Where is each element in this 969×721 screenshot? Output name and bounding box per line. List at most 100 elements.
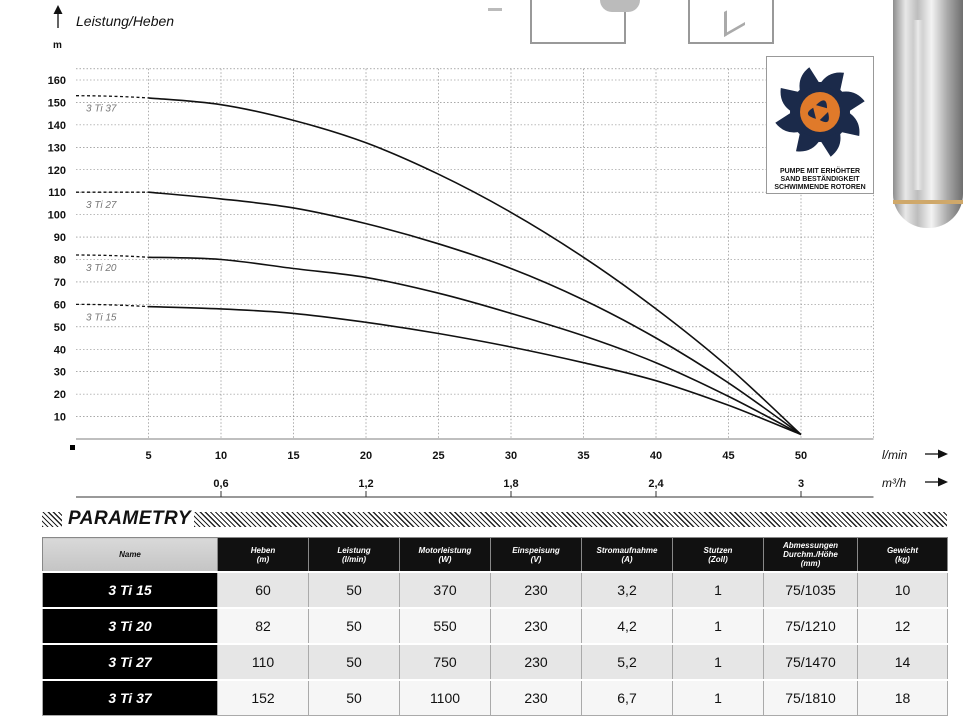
table-cell: 60 xyxy=(217,571,309,609)
x-tick-label: 30 xyxy=(505,450,517,462)
x-tick-label: 10 xyxy=(215,450,227,462)
accessory-drawing xyxy=(688,0,774,44)
y-tick-label: 10 xyxy=(54,412,66,424)
hatch-decoration xyxy=(194,512,947,527)
y-tick-label: 140 xyxy=(48,120,66,132)
y-tick-label: 110 xyxy=(48,187,66,199)
table-cell: 230 xyxy=(490,607,582,645)
origin-marker xyxy=(70,445,75,450)
table-cell: 230 xyxy=(490,571,582,609)
y-axis-unit: m xyxy=(53,40,62,51)
x-tick-label: 5 xyxy=(145,450,151,462)
x-tick-label: 20 xyxy=(360,450,372,462)
table-cell: 110 xyxy=(217,643,309,681)
table-cell: 12 xyxy=(857,607,948,645)
table-header-cell: Heben (m) xyxy=(217,537,309,573)
table-cell: 152 xyxy=(217,679,309,716)
table-header-cell: Name xyxy=(42,537,218,573)
table-header-text: Leistung xyxy=(337,545,371,555)
chart-labels: Leistung/Heben m 10 20 30 40 50 60 70 80 90 100 110 1… xyxy=(48,13,908,490)
table-cell: 75/1810 xyxy=(763,679,858,716)
table-header-text: Heben xyxy=(250,545,276,555)
table-cell: 5,2 xyxy=(581,643,673,681)
y-tick-label: 120 xyxy=(48,165,66,177)
accessory-drawing xyxy=(530,0,626,44)
fitting-image xyxy=(488,0,502,11)
table-cell: 75/1210 xyxy=(763,607,858,645)
table-header-cell: Abmessungen Durchm./Höhe (mm) xyxy=(763,537,858,573)
series-curve xyxy=(148,97,802,436)
y-tick-label: 50 xyxy=(54,322,66,334)
x-tick-label: 35 xyxy=(577,450,589,462)
chart-grid xyxy=(76,68,874,439)
table-header-text: Name xyxy=(119,550,141,559)
table-cell: 750 xyxy=(399,643,491,681)
table-header-row: Name Heben (m) Leistung (l/min) Motorleistung… xyxy=(42,537,948,573)
x-tick-label: 40 xyxy=(650,450,662,462)
table-cell: 50 xyxy=(308,643,400,681)
table-row: 3 Ti 27 110 50 750 230 5,2 1 75/1470 14 xyxy=(42,643,948,681)
table-header-text: Gewicht xyxy=(886,545,919,555)
fitting-image xyxy=(600,0,640,12)
x-tick-label: 25 xyxy=(432,450,444,462)
table-cell: 1 xyxy=(672,643,764,681)
table-header-text: (A) xyxy=(621,554,633,564)
x-axis-arrowhead xyxy=(938,449,948,459)
x-tick-label: 15 xyxy=(287,450,299,462)
table-cell: 75/1470 xyxy=(763,643,858,681)
y-tick-label: 40 xyxy=(54,344,66,356)
table-cell: 3,2 xyxy=(581,571,673,609)
logo-caption-line: SCHWIMMENDE ROTOREN xyxy=(774,184,866,191)
table-header-text: (l/min) xyxy=(342,554,366,564)
y-tick-label: 150 xyxy=(48,97,66,109)
hatch-decoration xyxy=(42,512,62,527)
chart-axes xyxy=(53,5,948,498)
series-dashed-start xyxy=(75,303,149,308)
rotor-swirl xyxy=(807,100,829,123)
series-curve xyxy=(148,191,802,436)
x2-tick-label: 1,2 xyxy=(358,478,373,490)
section-title: PARAMETRY xyxy=(68,508,192,529)
rotor-center xyxy=(815,107,825,117)
table-cell: 230 xyxy=(490,679,582,716)
chart-series xyxy=(75,95,802,436)
series-label: 3 Ti 37 xyxy=(86,104,117,115)
table-header-text: (Zoll) xyxy=(708,554,728,564)
x2-tick-label: 3 xyxy=(798,478,804,490)
model-name-cell: 3 Ti 15 xyxy=(42,571,218,609)
table-header-text: Durchm./Höhe xyxy=(783,550,838,559)
table-cell: 6,7 xyxy=(581,679,673,716)
table-cell: 550 xyxy=(399,607,491,645)
table-header-text: (V) xyxy=(530,554,542,564)
table-cell: 1 xyxy=(672,571,764,609)
rotor-logo-icon xyxy=(775,67,865,157)
table-header-cell: Gewicht (kg) xyxy=(857,537,948,573)
table-body: 3 Ti 15 60 50 370 230 3,2 1 75/1035 10 3 Ti 20 82 5… xyxy=(42,571,948,716)
y-tick-label: 20 xyxy=(54,389,66,401)
table-header-text: (kg) xyxy=(895,554,910,564)
table-header-text: Motorleistung xyxy=(418,545,472,555)
logo-caption: PUMPE MIT ERHÖHTER SAND BESTÄNDIGKEIT SC… xyxy=(767,168,873,192)
parameter-table: Name Heben (m) Leistung (l/min) Motorleistung… xyxy=(42,537,948,716)
series-curve xyxy=(148,305,802,436)
table-cell: 370 xyxy=(399,571,491,609)
table-header-cell: Einspeisung (V) xyxy=(490,537,582,573)
table-header-text: Einspeisung xyxy=(512,545,560,555)
y-tick-label: 60 xyxy=(54,299,66,311)
table-header-cell: Leistung (l/min) xyxy=(308,537,400,573)
logo-caption-line: PUMPE MIT ERHÖHTER xyxy=(779,168,861,175)
table-cell: 18 xyxy=(857,679,948,716)
y-axis-title: Leistung/Heben xyxy=(76,13,174,29)
table-header-cell: Motorleistung (W) xyxy=(399,537,491,573)
series-label: 3 Ti 27 xyxy=(86,200,117,211)
table-header-text: (m) xyxy=(256,554,270,564)
y-tick-label: 100 xyxy=(48,210,66,222)
series-curve xyxy=(148,256,802,436)
x-tick-label: 45 xyxy=(722,450,734,462)
table-header-cell: Stutzen (Zoll) xyxy=(672,537,764,573)
y-tick-label: 130 xyxy=(48,142,66,154)
model-name-cell: 3 Ti 37 xyxy=(42,679,218,716)
table-row: 3 Ti 37 152 50 1100 230 6,7 1 75/1810 18 xyxy=(42,679,948,716)
table-header-text: Stutzen xyxy=(703,545,733,555)
y-tick-label: 160 xyxy=(48,75,66,87)
